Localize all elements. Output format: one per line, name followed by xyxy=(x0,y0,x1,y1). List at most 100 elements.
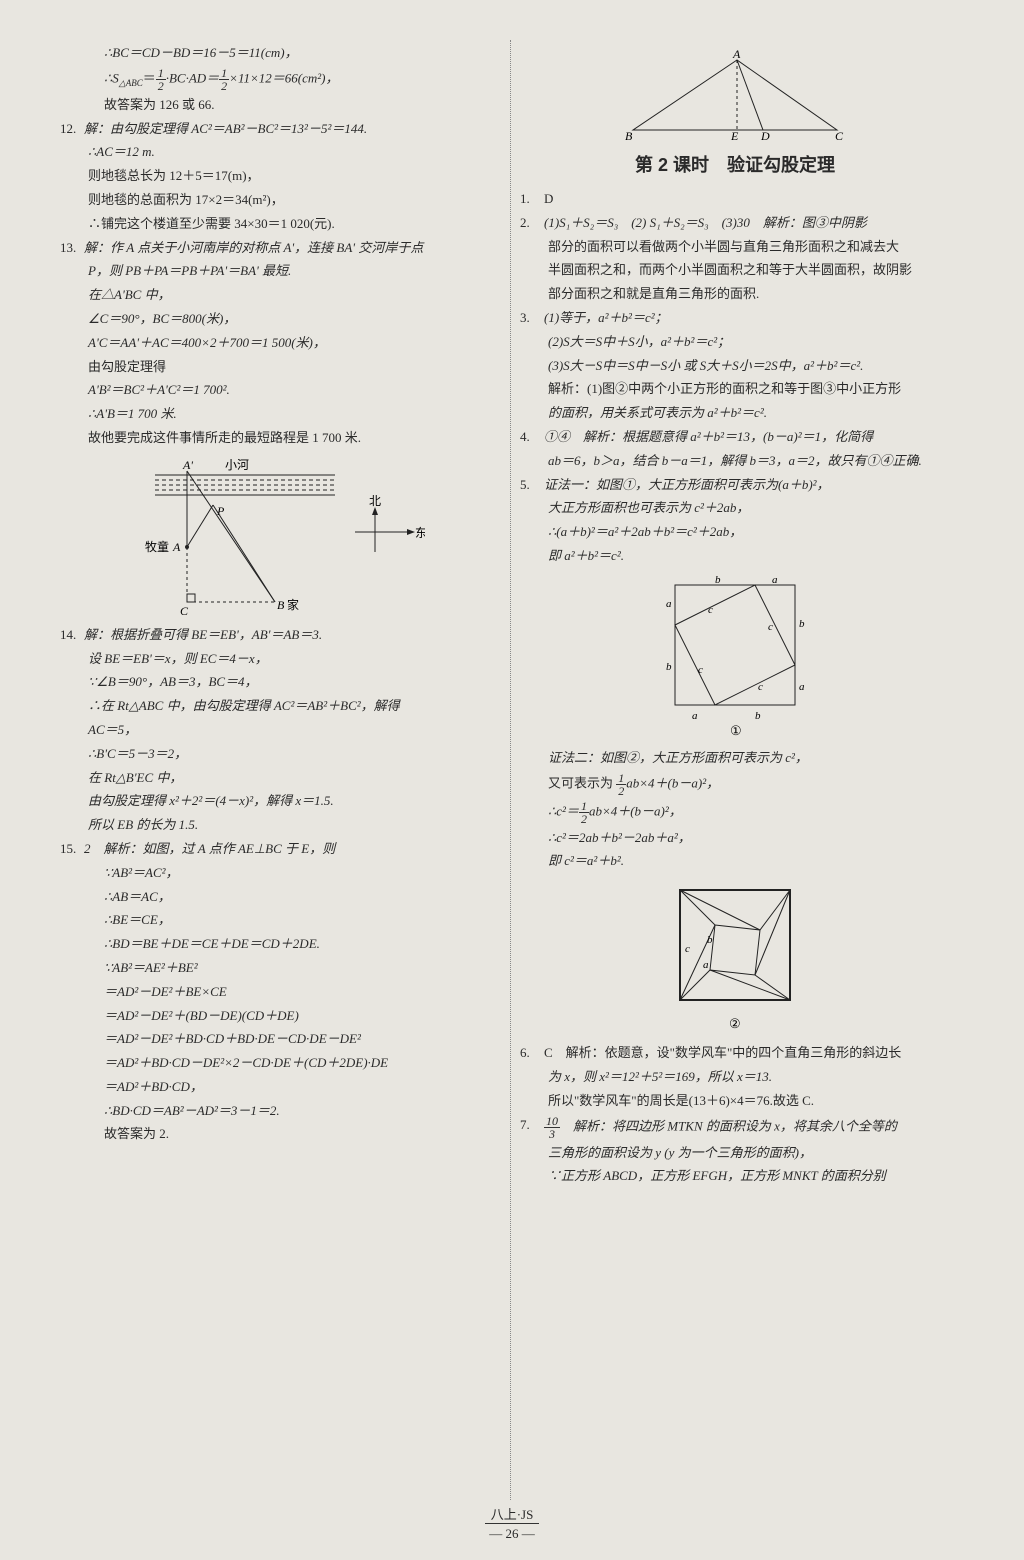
text: 故答案为 2. xyxy=(60,1124,490,1145)
item-7: 7.103 解析：将四边形 MTKN 的面积设为 x，将其余八个全等的 xyxy=(520,1115,950,1140)
figure-5-1: b a a b b a a b c c c c ① xyxy=(520,575,950,740)
text: ∴BD＝BE＋DE＝CE＋DE＝CD＋2DE. xyxy=(60,934,490,955)
text: 在 Rt△B'EC 中， xyxy=(60,768,490,789)
text: ＝AD²＋BD·CD－DE²×2－CD·DE＋(CD＋2DE)·DE xyxy=(60,1053,490,1074)
text: 即 c²＝a²＋b². xyxy=(520,851,950,872)
svg-text:①: ① xyxy=(730,723,742,738)
svg-text:c: c xyxy=(768,621,773,633)
item-4: 4.①④ 解析：根据题意得 a²＋b²＝13，(b－a)²＝1，化简得 xyxy=(520,427,950,448)
text: ∵正方形 ABCD，正方形 EFGH，正方形 MNKT 的面积分别 xyxy=(520,1166,950,1187)
svg-text:E: E xyxy=(730,129,739,143)
text: (2)S大＝S中＋S小，a²＋b²＝c²； xyxy=(520,332,950,353)
label: 小河 xyxy=(225,458,249,472)
svg-text:a: a xyxy=(703,959,709,971)
page: ∴BC＝CD－BD＝16－5＝11(cm)， ∴S△ABC＝12·BC·AD＝1… xyxy=(0,0,1024,1210)
figure-5-2: c b a ② xyxy=(520,880,950,1035)
text: ∴铺完这个楼道至少需要 34×30＝1 020(元). xyxy=(60,214,490,235)
svg-text:b: b xyxy=(755,710,761,722)
text: ＝AD²－DE²＋BE×CE xyxy=(60,982,490,1003)
svg-text:北: 北 xyxy=(369,494,381,508)
svg-text:b: b xyxy=(666,661,672,673)
text: 又可表示为 12ab×4＋(b－a)²， xyxy=(520,772,950,797)
text: 的面积，用关系式可表示为 a²＋b²＝c². xyxy=(520,403,950,424)
text: 由勾股定理得 x²＋2²＝(4－x)²，解得 x＝1.5. xyxy=(60,791,490,812)
figure-13: 小河 A' P 牧童 A C xyxy=(60,457,490,617)
figure-top: A B E D C xyxy=(520,48,950,143)
text: AC＝5， xyxy=(60,720,490,741)
text: 部分的面积可以看做两个小半圆与直角三角形面积之和减去大 xyxy=(520,237,950,258)
text: 则地毯总长为 12＋5＝17(m)， xyxy=(60,166,490,187)
text: 设 BE＝EB'＝x，则 EC＝4－x， xyxy=(60,649,490,670)
text: 由勾股定理得 xyxy=(60,357,490,378)
text: ∴c²＝12ab×4＋(b－a)²， xyxy=(520,800,950,825)
svg-text:a: a xyxy=(692,710,698,722)
text: ∵AB²＝AE²＋BE² xyxy=(60,958,490,979)
svg-text:C: C xyxy=(180,604,189,617)
svg-text:b: b xyxy=(707,934,713,946)
page-number: — 26 — xyxy=(0,1526,1024,1542)
text: 证法二：如图②，大正方形面积可表示为 c²， xyxy=(520,748,950,769)
svg-text:B: B xyxy=(277,598,285,612)
svg-text:b: b xyxy=(799,618,805,630)
text: ∴c²＝2ab＋b²－2ab＋a²， xyxy=(520,828,950,849)
svg-text:a: a xyxy=(799,681,805,693)
text: ∴S△ABC＝12·BC·AD＝12×11×12＝66(cm²)， xyxy=(60,67,490,92)
item-3: 3.(1)等于，a²＋b²＝c²； xyxy=(520,308,950,329)
item-6: 6.C 解析：依题意，设"数学风车"中的四个直角三角形的斜边长 xyxy=(520,1043,950,1064)
svg-text:②: ② xyxy=(729,1016,741,1031)
svg-text:东: 东 xyxy=(415,526,425,540)
svg-text:家: 家 xyxy=(287,597,299,612)
column-divider xyxy=(510,40,511,1500)
text: 故答案为 126 或 66. xyxy=(60,95,490,116)
text: ab＝6，b＞a，结合 b－a＝1，解得 b＝3，a＝2，故只有①④正确. xyxy=(520,451,950,472)
text: ∴AC＝12 m. xyxy=(60,142,490,163)
text: 所以"数学风车"的周长是(13＋6)×4＝76.故选 C. xyxy=(520,1091,950,1112)
svg-text:D: D xyxy=(760,129,770,143)
svg-text:牧童: 牧童 xyxy=(145,539,169,554)
footer-label: 八上·JS xyxy=(485,1504,540,1524)
svg-text:a: a xyxy=(666,598,672,610)
text: 解析：(1)图②中两个小正方形的面积之和等于图③中小正方形 xyxy=(520,379,950,400)
text: (3)S大－S中＝S中－S小 或 S大＋S小＝2S中，a²＋b²＝c². xyxy=(520,356,950,377)
text: ∴BE＝CE， xyxy=(60,910,490,931)
svg-text:c: c xyxy=(698,664,703,676)
text: 故他要完成这件事情所走的最短路程是 1 700 米. xyxy=(60,428,490,449)
item-15: 15.2 解析：如图，过 A 点作 AE⊥BC 于 E，则 xyxy=(60,839,490,860)
item-2: 2.(1)S₁＋S₂＝S₃ (2) S₁＋S₂＝S₃ (3)30 解析：图③中阴… xyxy=(520,213,950,234)
item-5: 5.证法一：如图①，大正方形面积可表示为(a＋b)²， xyxy=(520,475,950,496)
text: 三角形的面积设为 y (y 为一个三角形的面积)， xyxy=(520,1143,950,1164)
text: ＝AD²－DE²＋(BD－DE)(CD＋DE) xyxy=(60,1006,490,1027)
svg-text:c: c xyxy=(708,604,713,616)
svg-text:C: C xyxy=(835,129,844,143)
text: ∴A'B＝1 700 米. xyxy=(60,404,490,425)
text: ∵∠B＝90°，AB＝3，BC＝4， xyxy=(60,672,490,693)
text: 所以 EB 的长为 1.5. xyxy=(60,815,490,836)
text: A'C＝AA'＋AC＝400×2＋700＝1 500(米)， xyxy=(60,333,490,354)
text: 大正方形面积也可表示为 c²＋2ab， xyxy=(520,498,950,519)
svg-text:A: A xyxy=(172,540,181,554)
svg-text:A: A xyxy=(732,48,741,61)
item-14: 14.解：根据折叠可得 BE＝EB'，AB'＝AB＝3. xyxy=(60,625,490,646)
text: ＝AD²＋BD·CD， xyxy=(60,1077,490,1098)
svg-text:c: c xyxy=(685,943,690,955)
text: 即 a²＋b²＝c². xyxy=(520,546,950,567)
text: ∴在 Rt△ABC 中，由勾股定理得 AC²＝AB²＋BC²，解得 xyxy=(60,696,490,717)
text: 半圆面积之和，而两个小半圆面积之和等于大半圆面积，故阴影 xyxy=(520,260,950,281)
svg-text:A': A' xyxy=(182,458,193,472)
section-title: 第 2 课时 验证勾股定理 xyxy=(520,151,950,177)
footer: 八上·JS — 26 — xyxy=(0,1504,1024,1542)
svg-text:b: b xyxy=(715,575,721,586)
text: ∴BC＝CD－BD＝16－5＝11(cm)， xyxy=(60,43,490,64)
text: ＝AD²－DE²＋BD·CD＋BD·DE－CD·DE－DE² xyxy=(60,1029,490,1050)
text: ∠C＝90°，BC＝800(米)， xyxy=(60,309,490,330)
text: ∵AB²＝AC²， xyxy=(60,863,490,884)
item-12: 12.解：由勾股定理得 AC²＝AB²－BC²＝13²－5²＝144. xyxy=(60,119,490,140)
left-column: ∴BC＝CD－BD＝16－5＝11(cm)， ∴S△ABC＝12·BC·AD＝1… xyxy=(60,40,490,1190)
item-13: 13.解：作 A 点关于小河南岸的对称点 A'，连接 BA' 交河岸于点 xyxy=(60,238,490,259)
text: ∴(a＋b)²＝a²＋2ab＋b²＝c²＋2ab， xyxy=(520,522,950,543)
text: ∴BD·CD＝AB²－AD²＝3－1＝2. xyxy=(60,1101,490,1122)
text: 在△A'BC 中， xyxy=(60,285,490,306)
text: A'B²＝BC²＋A'C²＝1 700². xyxy=(60,380,490,401)
text: 为 x，则 x²＝12²＋5²＝169，所以 x＝13. xyxy=(520,1067,950,1088)
svg-text:a: a xyxy=(772,575,778,586)
